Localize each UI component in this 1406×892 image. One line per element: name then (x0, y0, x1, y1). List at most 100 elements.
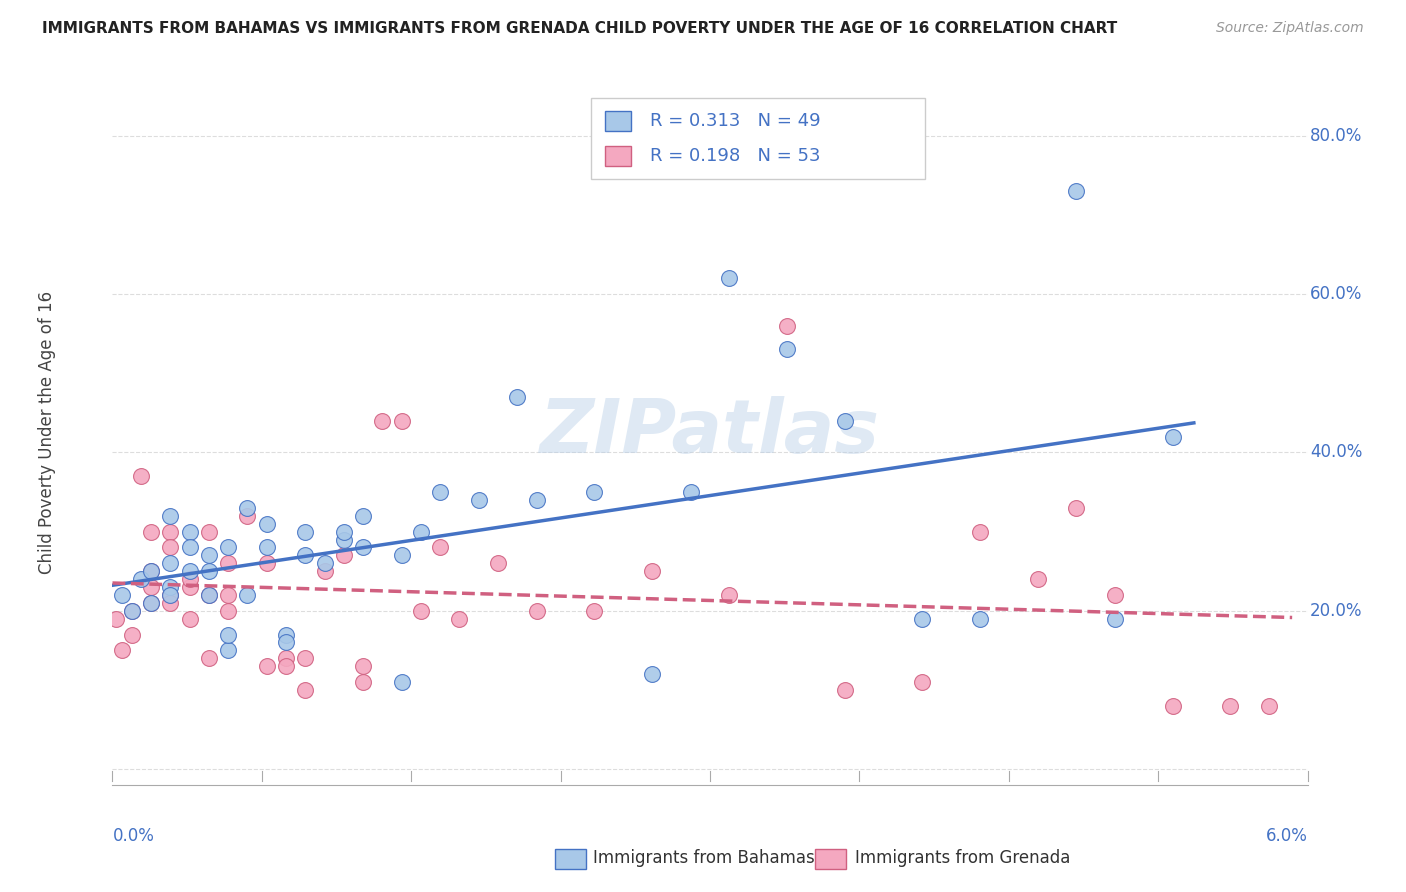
Point (159, 588, 181, 602)
Point (256, 659, 278, 673)
Text: R = 0.313   N = 49: R = 0.313 N = 49 (651, 112, 821, 130)
Point (159, 508, 181, 523)
Point (467, 492, 489, 507)
Point (236, 588, 259, 602)
Point (294, 651, 316, 665)
Point (834, 682, 856, 697)
Point (409, 524, 432, 539)
Point (179, 580, 201, 594)
Point (333, 524, 356, 539)
Point (121, 604, 143, 618)
Point (179, 524, 201, 539)
Point (198, 549, 221, 563)
Text: 60.0%: 60.0% (1310, 285, 1362, 303)
Point (179, 541, 201, 555)
Point (583, 604, 606, 618)
Text: R = 0.198   N = 53: R = 0.198 N = 53 (651, 146, 821, 165)
Point (911, 675, 934, 690)
FancyBboxPatch shape (591, 98, 925, 179)
Point (583, 485, 606, 500)
Point (159, 524, 181, 539)
Point (679, 485, 702, 500)
Text: 80.0%: 80.0% (1310, 127, 1362, 145)
Point (198, 588, 221, 602)
Point (776, 318, 799, 333)
Point (274, 651, 297, 665)
Text: ZIPatlas: ZIPatlas (540, 396, 880, 469)
Point (131, 572, 153, 586)
Point (429, 485, 451, 500)
Point (139, 564, 162, 578)
Point (834, 414, 856, 428)
Point (371, 414, 394, 428)
Point (139, 524, 162, 539)
Point (486, 556, 509, 570)
Text: Immigrants from Bahamas: Immigrants from Bahamas (593, 849, 815, 867)
Point (111, 643, 134, 657)
Point (294, 524, 316, 539)
Text: 40.0%: 40.0% (1310, 443, 1362, 461)
Point (718, 271, 741, 285)
Point (236, 500, 259, 515)
Text: IMMIGRANTS FROM BAHAMAS VS IMMIGRANTS FROM GRENADA CHILD POVERTY UNDER THE AGE O: IMMIGRANTS FROM BAHAMAS VS IMMIGRANTS FR… (42, 21, 1118, 36)
Point (256, 541, 278, 555)
Text: Immigrants from Grenada: Immigrants from Grenada (855, 849, 1070, 867)
Point (217, 588, 239, 602)
Point (294, 682, 316, 697)
Point (217, 541, 239, 555)
Point (159, 596, 181, 610)
Point (217, 556, 239, 570)
Point (274, 635, 297, 649)
Point (159, 580, 181, 594)
Point (179, 564, 201, 578)
Point (294, 549, 316, 563)
Point (333, 549, 356, 563)
Point (139, 564, 162, 578)
Text: 20.0%: 20.0% (1310, 602, 1362, 620)
Point (352, 659, 374, 673)
Point (429, 541, 451, 555)
Point (526, 604, 548, 618)
Point (776, 343, 799, 357)
Point (911, 612, 934, 626)
Point (159, 588, 181, 602)
Point (1219, 698, 1241, 713)
Point (121, 627, 143, 641)
Point (274, 627, 297, 641)
Point (352, 508, 374, 523)
Point (449, 612, 471, 626)
Point (641, 667, 664, 681)
Point (121, 604, 143, 618)
Point (1161, 698, 1184, 713)
Point (179, 612, 201, 626)
Point (105, 612, 128, 626)
Point (217, 604, 239, 618)
Point (139, 596, 162, 610)
FancyBboxPatch shape (605, 112, 631, 131)
Point (274, 659, 297, 673)
Point (1258, 698, 1281, 713)
Point (526, 492, 548, 507)
Point (256, 556, 278, 570)
Point (1104, 612, 1126, 626)
Point (217, 627, 239, 641)
Point (198, 588, 221, 602)
FancyBboxPatch shape (605, 145, 631, 166)
Point (391, 414, 413, 428)
Point (1026, 572, 1049, 586)
Point (352, 675, 374, 690)
Point (139, 580, 162, 594)
Point (139, 596, 162, 610)
Point (1104, 588, 1126, 602)
Point (111, 588, 134, 602)
Point (391, 549, 413, 563)
Point (506, 390, 529, 404)
Text: 6.0%: 6.0% (1265, 827, 1308, 846)
Point (314, 564, 336, 578)
Point (969, 524, 991, 539)
Point (217, 643, 239, 657)
Point (333, 533, 356, 547)
Point (159, 556, 181, 570)
Text: 0.0%: 0.0% (112, 827, 155, 846)
Point (314, 556, 336, 570)
